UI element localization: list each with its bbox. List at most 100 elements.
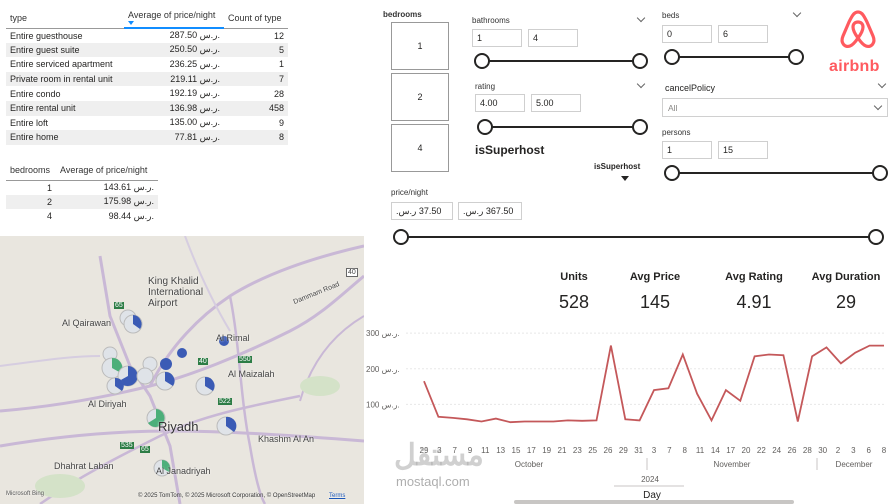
rating-min-input[interactable]: 4.00 [475,94,525,112]
x-tick-label: 15 [512,446,521,455]
table-row[interactable]: Entire home 77.81 ر.س. 8 [6,130,288,145]
table-row[interactable]: Entire guest suite 250.50 ر.س. 5 [6,42,288,58]
price-night-slider-track[interactable] [401,236,877,238]
x-month-label: December [836,460,873,469]
price-night-min-input[interactable]: 37.50 ر.س. [391,202,453,220]
bedrooms-tile-1[interactable]: 1 [391,22,449,70]
beds-max-input[interactable]: 6 [718,25,768,43]
persons-slider-track[interactable] [672,172,880,174]
cell-avg-price: 136.98 ر.س. [124,100,224,116]
is-superhost-slicer-title: isSuperhost [475,143,545,157]
beds-slider-track[interactable] [672,56,796,58]
cell-type: Entire home [6,130,124,145]
x-month-label: October [515,460,544,469]
highway-shield: 522 [218,398,232,405]
persons-max-input[interactable]: 15 [718,141,768,159]
table-row[interactable]: Entire serviced apartment 236.25 ر.س. 1 [6,57,288,72]
persons-slider-max-handle[interactable] [872,165,888,181]
airbnb-logo-icon [840,10,876,49]
cell-bedrooms: 4 [46,211,52,222]
cell-avg-price: 236.25 ر.س. [169,58,220,69]
x-tick-label: 9 [468,446,473,455]
map-bubble-slice [205,376,215,391]
bedrooms-tile-2[interactable]: 2 [391,73,449,121]
table-row[interactable]: Entire condo 192.19 ر.س. 28 [6,86,288,101]
bedrooms-tile-4[interactable]: 4 [391,124,449,172]
kpi-units-value: 528 [558,292,590,312]
price-by-day-line-chart[interactable]: 100 ر.س. 200 ر.س. 300 ر.س. 29 3 7 9 11 13 15 17 19 2… [364,318,896,504]
col-header-bedrooms[interactable]: bedrooms [6,160,56,181]
x-tick-label: 24 [772,446,781,455]
cell-count: 1 [278,59,284,70]
cancel-policy-collapse-icon[interactable] [877,79,887,89]
bathrooms-slider-track[interactable] [482,60,640,62]
map-terms-link[interactable]: Terms [329,493,346,499]
map-park [300,376,340,396]
rating-max-input[interactable]: 5.00 [531,94,581,112]
cell-type: Entire guest suite [6,42,124,58]
col-header-type[interactable]: type [6,8,124,29]
table-row[interactable]: Entire rental unit 136.98 ر.س. 458 [6,100,288,116]
airbnb-wordmark: airbnb [829,58,880,75]
bathrooms-min-input[interactable]: 1 [472,29,522,47]
rating-chevron-down-icon[interactable] [636,79,646,89]
kpi-avg-rating-value: 4.91 [736,292,772,312]
cell-avg-price: 192.19 ر.س. [169,88,220,99]
x-tick-label: 25 [588,446,597,455]
col-header-bed-avg-price[interactable]: Average of price/night [56,160,158,181]
price-night-slider-max-handle[interactable] [868,229,884,245]
cancel-policy-slicer-title: cancelPolicy [665,83,716,93]
x-axis-title: Day [643,490,661,501]
col-header-avg-price[interactable]: Average of price/night [124,8,224,29]
bathrooms-chevron-down-icon[interactable] [636,13,646,23]
x-tick-label: 11 [696,446,705,455]
map-road [184,236,231,332]
rating-slider-min-handle[interactable] [477,119,493,135]
y-tick-label: 300 ر.س. [366,329,400,338]
x-year-label: 2024 [641,475,659,484]
watermark-logo: مستقل [394,439,484,472]
bathrooms-slider-max-handle[interactable] [632,53,648,69]
col-header-avg-price-label: Average of price/night [128,10,216,20]
cell-bedrooms: 2 [6,194,56,210]
kpi-avg-price-label: Avg Price [629,271,681,283]
beds-slider-max-handle[interactable] [788,49,804,65]
price-night-slider-min-handle[interactable] [393,229,409,245]
beds-min-input[interactable]: 0 [662,25,712,43]
table-row[interactable]: 2 175.98 ر.س. [6,194,158,210]
beds-chevron-down-icon[interactable] [792,8,802,18]
table-row[interactable]: Private room in rental unit 219.11 ر.س. 7 [6,71,288,87]
table-row[interactable]: Entire guesthouse 287.50 ر.س. 12 [6,28,288,43]
cell-avg-price: 143.61 ر.س. [103,182,154,193]
table-row[interactable]: 1 143.61 ر.س. [6,180,158,195]
rating-slider-max-handle[interactable] [632,119,648,135]
listings-map[interactable]: King Khalid International Airport Al Qai… [0,236,364,504]
x-tick-label: 26 [788,446,797,455]
x-tick-label: 17 [527,446,536,455]
cell-count: 7 [224,71,288,87]
x-tick-label: 2 [836,446,841,455]
y-tick-label: 100 ر.س. [366,400,400,409]
is-superhost-dropdown-icon[interactable] [621,176,629,181]
persons-min-input[interactable]: 1 [662,141,712,159]
map-bubble-slice [165,371,175,386]
map-label-al-janadriyah: Al Janadriyah [156,466,211,476]
rating-slider-track[interactable] [485,126,640,128]
is-superhost-dropdown-label[interactable]: isSuperhost [594,162,641,171]
table-row[interactable]: Entire loft 135.00 ر.س. 9 [6,116,288,131]
map-bubble-slice [148,409,165,427]
price-night-max-input[interactable]: 367.50 ر.س. [458,202,522,220]
cancel-policy-dropdown[interactable]: All [662,98,888,117]
table-row[interactable]: 4 98.44 ر.س. [6,209,158,224]
col-header-count[interactable]: Count of type [224,8,288,29]
beds-slider-min-handle[interactable] [664,49,680,65]
persons-slider-min-handle[interactable] [664,165,680,181]
map-label-al-qairawan: Al Qairawan [62,318,112,328]
map-base [0,236,364,504]
x-tick-label: 22 [757,446,766,455]
bathrooms-max-input[interactable]: 4 [528,29,578,47]
bathrooms-slider-min-handle[interactable] [474,53,490,69]
cell-count: 5 [224,42,288,58]
map-bubble [177,348,187,358]
persons-slicer-title: persons [662,128,691,137]
